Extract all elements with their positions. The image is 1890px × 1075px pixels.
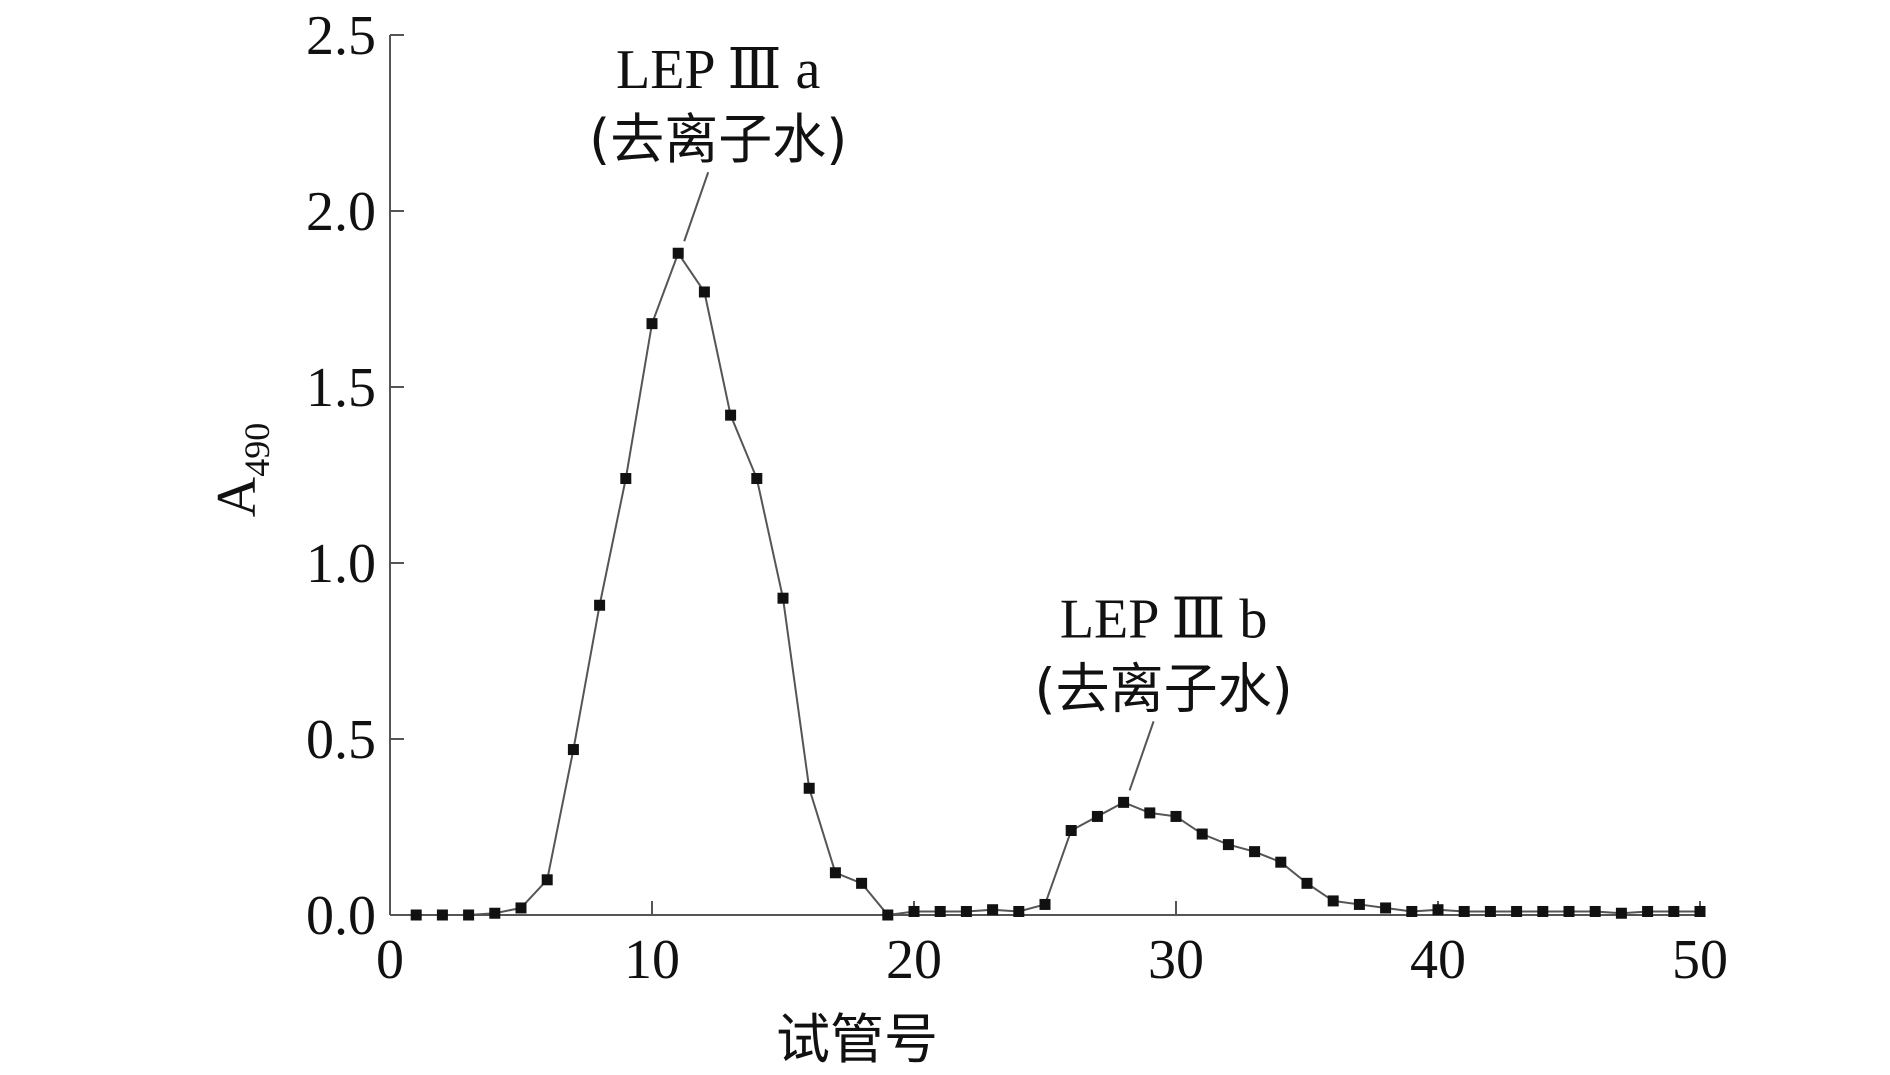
data-point [1668,905,1680,917]
annotations: LEP Ⅲ a (去离子水) LEP Ⅲ b (去离子水) [589,39,1293,791]
x-tick-label: 40 [1410,929,1466,991]
peak-annotation: LEP Ⅲ b (去离子水) [1035,588,1293,791]
data-point [1091,810,1103,822]
data-point [1275,856,1287,868]
x-axis-label: 试管号 [776,1008,938,1071]
y-axis-label-main: A [206,476,268,517]
series-line [416,251,1700,917]
annotation-sublabel: (去离子水) [589,108,847,171]
data-point [1642,905,1654,917]
data-point [1484,905,1496,917]
y-tick-label: 1.5 [306,357,376,419]
data-point [1301,877,1313,889]
data-point [960,905,972,917]
axes: 0.0 0.5 1.0 1.5 2.0 2.5 0 10 20 30 40 50 [306,5,1728,991]
data-point [1065,825,1077,837]
data-point [856,877,868,889]
data-point [1144,807,1156,819]
annotation-leader [683,171,710,242]
data-point [463,909,475,921]
annotation-leader [1128,721,1155,791]
data-point [1196,828,1208,840]
x-tick-label: 10 [624,929,680,991]
y-tick-label: 2.5 [306,5,376,67]
y-tick-label: 0.5 [306,709,376,771]
annotation-sublabel: (去离子水) [1035,657,1293,720]
y-tick-label: 1.0 [306,533,376,595]
data-point [1589,905,1601,917]
data-point [1406,905,1418,917]
data-point [515,902,527,914]
data-point [751,473,763,485]
x-tick-label: 30 [1148,929,1204,991]
data-point [1694,905,1706,917]
data-point [541,874,553,886]
y-axis-label: A490 [206,423,277,517]
data-point [410,909,422,921]
x-tick-label: 20 [886,929,942,991]
data-point [594,599,606,611]
data-point [672,247,684,259]
data-point [1118,796,1130,808]
data-point [1327,895,1339,907]
data-point [908,905,920,917]
data-point [725,409,737,421]
y-axis-label-subscript: 490 [237,423,277,477]
data-point [829,867,841,879]
x-tick-label: 50 [1672,929,1728,991]
data-point [777,592,789,604]
data-point [1039,898,1051,910]
data-point [436,909,448,921]
data-point [882,909,894,921]
data-point [1380,902,1392,914]
peak-annotation: LEP Ⅲ a (去离子水) [589,39,847,242]
svg-text:A490: A490 [206,423,277,517]
data-point [489,907,501,919]
data-point [934,905,946,917]
data-point [1615,907,1627,919]
data-point [1432,904,1444,916]
data-point [803,782,815,794]
data-point [1511,905,1523,917]
y-tick-label: 2.0 [306,181,376,243]
data-point [567,744,579,756]
data-point [1353,898,1365,910]
y-tick-label: 0.0 [306,885,376,947]
data-point [1013,905,1025,917]
data-point [1222,839,1234,851]
data-point [1170,810,1182,822]
x-tick-label: 0 [376,929,404,991]
data-point [698,286,710,298]
data-point [987,904,999,916]
data-point [620,473,632,485]
data-point [646,318,658,330]
data-point [1537,905,1549,917]
data-point [1458,905,1470,917]
annotation-label: LEP Ⅲ a [616,39,820,101]
annotation-label: LEP Ⅲ b [1060,588,1267,650]
series [410,247,1706,921]
data-point [1249,846,1261,858]
data-point [1563,905,1575,917]
